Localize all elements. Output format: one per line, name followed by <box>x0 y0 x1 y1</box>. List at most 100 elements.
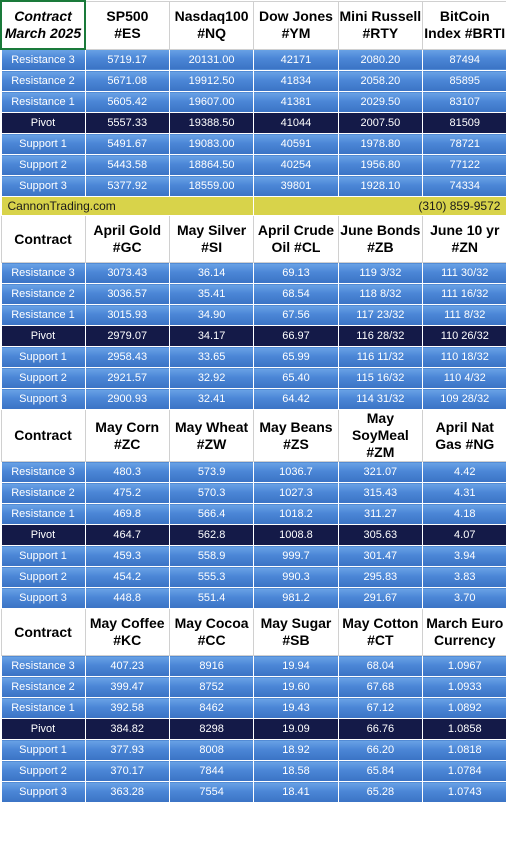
level-value: 2080.20 <box>337 48 424 71</box>
instrument-header-line: #CC <box>197 632 226 648</box>
level-value: 3073.43 <box>84 262 170 284</box>
level-row: Support 3 5377.92 18559.00 39801 1928.10 7433… <box>0 175 506 197</box>
level-value: 981.2 <box>253 587 339 609</box>
level-row: Resistance 3 407.23 8916 19.94 68.04 1.0967 <box>0 655 506 677</box>
instrument-header-line: June 10 yr <box>430 222 500 238</box>
instrument-header: May Coffee #KC <box>84 608 170 656</box>
instrument-header: May Cotton #CT <box>337 608 424 656</box>
level-row: Resistance 1 392.58 8462 19.43 67.12 1.0892 <box>0 697 506 719</box>
level-value: 19607.00 <box>168 91 255 113</box>
instrument-header: May Silver #SI <box>168 215 255 263</box>
instrument-header: April Crude Oil #CL <box>253 215 339 263</box>
instrument-header-line: Nasdaq100 <box>174 8 249 24</box>
level-value: 116 28/32 <box>337 325 424 347</box>
pivot-levels-table: Contract March 2025 SP500 #ES Nasdaq100 #NQ Do… <box>0 0 506 803</box>
level-value: 18.58 <box>253 760 339 782</box>
level-value: 74334 <box>422 175 506 197</box>
level-value: 454.2 <box>84 566 170 588</box>
level-value: 67.12 <box>337 697 424 719</box>
level-row: Support 2 454.2 555.3 990.3 295.83 3.83 <box>0 566 506 588</box>
contract-header-line: Contract <box>14 623 72 640</box>
instrument-header-line: #KC <box>113 632 142 648</box>
instrument-header-line: Gas #NG <box>435 435 495 452</box>
level-value: 66.20 <box>337 739 424 761</box>
level-value: 69.13 <box>253 262 339 284</box>
level-row: Resistance 2 475.2 570.3 1027.3 315.43 4.31 <box>0 482 506 504</box>
instrument-header-line: #ZW <box>196 435 227 452</box>
level-value: 33.65 <box>168 346 255 368</box>
level-value: 566.4 <box>168 503 255 525</box>
instrument-header: May Corn #ZC <box>84 409 170 462</box>
level-value: 41381 <box>253 91 339 113</box>
pivot-row: Pivot 384.82 8298 19.09 66.76 1.0858 <box>0 718 506 740</box>
level-label: Resistance 1 <box>0 91 86 113</box>
level-value: 1027.3 <box>253 482 339 504</box>
instrument-header-line: April Crude <box>257 222 335 238</box>
level-value: 66.76 <box>337 718 424 740</box>
level-value: 3036.57 <box>84 283 170 305</box>
level-value: 311.27 <box>337 503 424 525</box>
level-value: 119 3/32 <box>337 262 424 284</box>
instrument-header: May Beans #ZS <box>253 409 339 462</box>
instrument-header-line: #ZM <box>366 444 395 460</box>
instrument-header-line: May Corn <box>95 418 160 435</box>
level-value: 558.9 <box>168 545 255 567</box>
contract-header: Contract <box>0 608 86 656</box>
level-value: 19912.50 <box>168 70 255 92</box>
level-value: 67.56 <box>253 304 339 326</box>
level-value: 5443.58 <box>84 154 170 176</box>
instrument-header-line: Mini Russell <box>339 8 422 24</box>
level-value: 8462 <box>168 697 255 719</box>
level-label: Resistance 2 <box>0 283 86 305</box>
level-value: 5377.92 <box>84 175 170 197</box>
instrument-header-line: #CT <box>367 632 394 648</box>
level-value: 3.83 <box>422 566 506 588</box>
level-value: 1.0818 <box>422 739 506 761</box>
level-value: 7554 <box>168 781 255 803</box>
level-value: 40254 <box>253 154 339 176</box>
level-value: 4.31 <box>422 482 506 504</box>
level-value: 2058.20 <box>337 70 424 92</box>
level-value: 65.99 <box>253 346 339 368</box>
instrument-header-line: May Cocoa <box>174 615 249 631</box>
instrument-header: SP500 #ES <box>84 0 170 50</box>
instrument-header-line: #SI <box>201 239 223 255</box>
level-value: 41834 <box>253 70 339 92</box>
level-value: 305.63 <box>337 524 424 546</box>
instrument-header: Dow Jones #YM <box>253 0 339 50</box>
section-header-row: Contract May Coffee #KC May Cocoa #CC May Sug… <box>0 608 506 656</box>
instrument-header: April Gold #GC <box>84 215 170 263</box>
level-value: 999.7 <box>253 545 339 567</box>
instrument-header: June Bonds #ZB <box>337 215 424 263</box>
instrument-header-line: #SB <box>282 632 310 648</box>
level-label: Support 1 <box>0 545 86 567</box>
level-value: 111 30/32 <box>422 262 506 284</box>
level-value: 40591 <box>253 133 339 155</box>
level-value: 20131.00 <box>168 48 255 71</box>
level-row: Support 1 377.93 8008 18.92 66.20 1.0818 <box>0 739 506 761</box>
level-value: 2029.50 <box>337 91 424 113</box>
level-value: 111 8/32 <box>422 304 506 326</box>
instrument-header-line: #GC <box>112 239 142 255</box>
level-value: 1.0892 <box>422 697 506 719</box>
instrument-header: May Wheat #ZW <box>168 409 255 462</box>
level-value: 110 18/32 <box>422 346 506 368</box>
level-label: Pivot <box>0 112 86 134</box>
level-value: 110 4/32 <box>422 367 506 389</box>
level-value: 85895 <box>422 70 506 92</box>
instrument-header-line: April Nat <box>435 418 494 435</box>
level-value: 67.68 <box>337 676 424 698</box>
instrument-header: June 10 yr #ZN <box>422 215 506 263</box>
level-value: 5671.08 <box>84 70 170 92</box>
instrument-header-line: May <box>366 410 394 427</box>
level-value: 475.2 <box>84 482 170 504</box>
level-value: 81509 <box>422 112 506 134</box>
level-value: 1.0784 <box>422 760 506 782</box>
level-label: Support 3 <box>0 388 86 410</box>
level-value: 1978.80 <box>337 133 424 155</box>
level-value: 570.3 <box>168 482 255 504</box>
instrument-header-line: Index #BRTI <box>424 25 506 41</box>
level-value: 65.84 <box>337 760 424 782</box>
level-value: 562.8 <box>168 524 255 546</box>
level-value: 18.41 <box>253 781 339 803</box>
